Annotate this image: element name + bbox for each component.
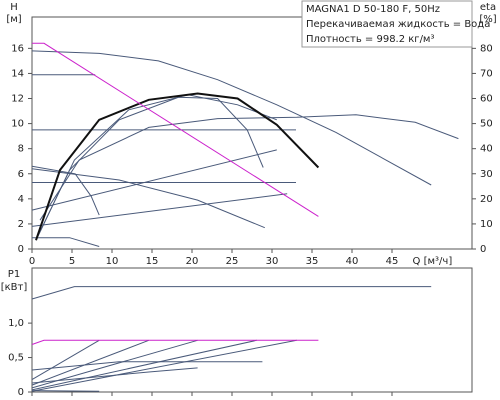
y2-tick-label: 10 — [480, 219, 493, 230]
curve — [31, 339, 297, 392]
y-tick-label: 0,5 — [8, 353, 24, 364]
y-label: P1 — [8, 269, 20, 280]
x-tick-label: 20 — [186, 256, 199, 267]
y-tick-label: 16 — [11, 43, 24, 54]
curve — [31, 286, 432, 300]
info-line: Плотность = 998.2 кг/м³ — [306, 34, 435, 45]
y2-tick-label: 80 — [480, 43, 493, 54]
x-tick-label: 0 — [29, 256, 35, 267]
x-tick-label: 25 — [226, 256, 239, 267]
y2-units: [%] — [479, 14, 496, 25]
y2-tick-label: 60 — [480, 94, 493, 105]
curve — [32, 42, 319, 217]
y-tick-label: 4 — [18, 194, 24, 205]
y-tick-label: 2 — [18, 219, 24, 230]
x-label: Q [м³/ч] — [413, 256, 453, 267]
x-tick-label: 35 — [306, 256, 319, 267]
y-tick-label: 10 — [11, 119, 24, 130]
curve — [31, 339, 100, 381]
y-tick-label: 1,0 — [8, 318, 24, 329]
y-units: [м] — [6, 14, 21, 25]
x-tick-label: 45 — [386, 256, 399, 267]
y-tick-label: 14 — [11, 68, 24, 79]
info-box — [301, 0, 473, 48]
x-tick-label: 10 — [106, 256, 119, 267]
x-tick-label: 40 — [346, 256, 359, 267]
curve — [31, 390, 100, 392]
y-label: H — [10, 2, 18, 13]
y2-label: eta — [480, 2, 496, 13]
plot-frame — [31, 267, 473, 393]
y-tick-label: 6 — [18, 169, 24, 180]
x-tick-label: 15 — [146, 256, 159, 267]
y-tick-label: 12 — [11, 94, 24, 105]
info-line: Перекачиваемая жидкость = Вода — [306, 19, 490, 30]
curve — [31, 168, 265, 229]
curve — [35, 92, 320, 241]
y2-tick-label: 0 — [480, 244, 486, 255]
y2-tick-label: 40 — [480, 144, 493, 155]
curve — [31, 339, 257, 391]
info-line: MAGNA1 D 50-180 F, 50Hz — [306, 4, 440, 15]
curve — [31, 339, 149, 386]
curve — [31, 165, 100, 216]
x-tick-label: 30 — [266, 256, 279, 267]
y-tick-label: 0 — [18, 244, 24, 255]
y-tick-label: 0 — [18, 387, 24, 398]
curve — [35, 94, 277, 241]
plot-frame — [31, 16, 473, 250]
curve — [31, 149, 277, 211]
curve — [31, 50, 432, 186]
y2-tick-label: 50 — [480, 119, 493, 130]
y2-tick-label: 20 — [480, 194, 493, 205]
curve — [31, 367, 198, 384]
curve — [31, 339, 319, 345]
curve — [32, 237, 100, 247]
curve — [39, 114, 459, 221]
y-units: [кВт] — [1, 282, 28, 293]
y-tick-label: 8 — [18, 144, 24, 155]
y2-tick-label: 70 — [480, 68, 493, 79]
x-tick-label: 5 — [69, 256, 75, 267]
curve — [31, 193, 288, 227]
y2-tick-label: 30 — [480, 169, 493, 180]
curve — [31, 361, 263, 371]
